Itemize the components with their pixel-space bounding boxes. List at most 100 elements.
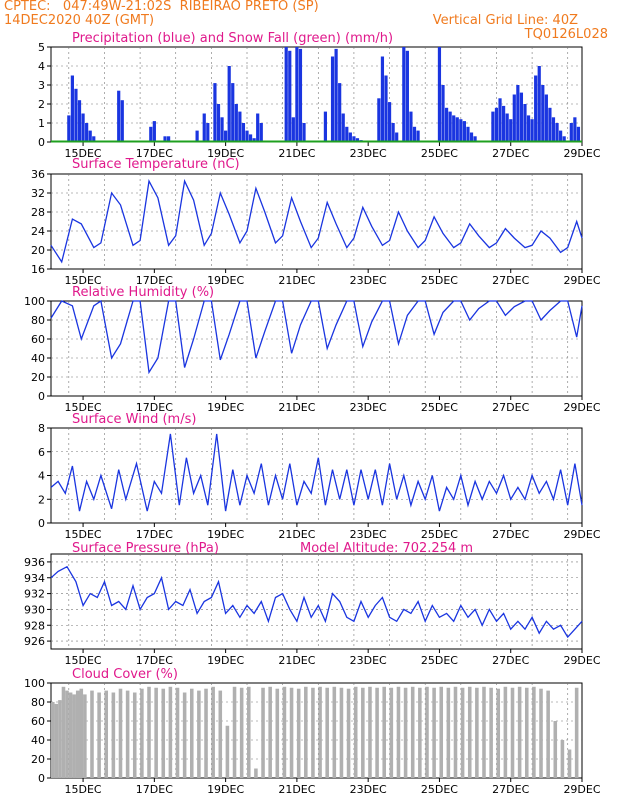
precip-bar [437, 47, 442, 142]
cloud-cover-bar [546, 690, 550, 778]
precip-bar [416, 130, 420, 142]
precip-bar [338, 83, 342, 142]
y-tick-label: 24 [31, 225, 45, 238]
x-tick-label: 25DEC [421, 654, 458, 667]
x-tick-label: 25DEC [421, 783, 458, 796]
y-tick-label: 8 [38, 422, 45, 435]
cloud-cover-bar [425, 686, 429, 778]
cloud-cover-bar [140, 688, 144, 778]
cloud-cover-bar [524, 687, 529, 778]
x-tick-label: 19DEC [207, 528, 244, 541]
cloud-cover-bar [90, 690, 94, 778]
cloud-cover-bar [111, 692, 116, 778]
cloud-cover-bar [104, 690, 109, 778]
x-tick-label: 15DEC [65, 654, 102, 667]
y-tick-label: 932 [24, 588, 45, 601]
precip-bar [341, 113, 345, 142]
cloud-cover-bar [97, 692, 101, 778]
precip-bar [234, 104, 238, 142]
x-tick-label: 23DEC [350, 274, 387, 287]
precip-bar [534, 75, 538, 142]
cloud-cover-bar [432, 687, 436, 778]
precip-bar [220, 117, 224, 142]
cloud-cover-bar [304, 686, 308, 778]
cloud-cover-bar [282, 686, 287, 778]
cloud-cover-bar [532, 686, 536, 778]
x-tick-label: 29DEC [563, 528, 600, 541]
precip-bar [569, 123, 573, 142]
cloud-cover-bar [54, 703, 59, 778]
precip-bar [501, 105, 506, 142]
precip-bar [206, 123, 210, 142]
cloud-cover-bar [503, 686, 508, 778]
precip-bar [291, 117, 295, 142]
precip-bar [238, 111, 242, 142]
panel-title: Surface Wind (m/s) [72, 412, 196, 427]
precip-bar [380, 56, 385, 142]
cloud-cover-bar [225, 725, 230, 778]
cloud-cover-bar [553, 721, 558, 778]
precip-bar [120, 100, 124, 142]
cloud-cover-bar [361, 687, 365, 778]
cloud-cover-bar [489, 687, 493, 778]
cloud-cover-bar [83, 694, 87, 778]
cloud-cover-bar [254, 768, 258, 778]
cloud-cover-bar [79, 688, 84, 778]
y-tick-label: 40 [31, 352, 45, 365]
x-tick-label: 27DEC [492, 528, 529, 541]
x-tick-label: 19DEC [207, 147, 244, 160]
precip-bar [224, 130, 228, 142]
precip-bar [573, 117, 577, 142]
x-tick-label: 23DEC [350, 654, 387, 667]
precip-bar [248, 134, 253, 142]
cloud-cover-bar [368, 686, 372, 778]
x-tick-label: 25DEC [421, 528, 458, 541]
x-tick-label: 27DEC [492, 274, 529, 287]
cloud-cover-bar [68, 692, 73, 778]
precip-bar [459, 119, 463, 142]
cloud-cover-bar [510, 687, 515, 778]
cloud-cover-bar [311, 687, 315, 778]
y-tick-label: 0 [38, 517, 45, 530]
wind-line [50, 433, 583, 512]
precip-bar [498, 98, 502, 142]
precip-bar [391, 123, 395, 142]
x-tick-label: 29DEC [563, 654, 600, 667]
precip-bar [245, 130, 249, 142]
precip-bar [551, 117, 556, 142]
x-tick-label: 21DEC [278, 401, 315, 414]
x-tick-label: 15DEC [65, 274, 102, 287]
cloud-cover-bar [482, 686, 486, 778]
precip-bar [516, 85, 520, 142]
precip-bar [149, 126, 153, 142]
precip-bar [77, 100, 82, 142]
y-tick-label: 930 [24, 603, 45, 616]
panel-title: Cloud Cover (%) [72, 667, 178, 682]
y-tick-label: 6 [38, 446, 45, 459]
cloud-cover-bar [375, 687, 379, 778]
cloud-cover-bar [396, 686, 401, 778]
x-tick-label: 23DEC [350, 147, 387, 160]
y-tick-label: 40 [31, 734, 45, 747]
panel-frame [50, 682, 583, 779]
precip-bar [298, 48, 303, 142]
x-tick-label: 17DEC [136, 274, 173, 287]
precip-bar [241, 123, 246, 142]
y-tick-label: 0 [38, 390, 45, 403]
y-tick-label: 1 [38, 117, 45, 130]
x-tick-label: 21DEC [278, 528, 315, 541]
cloud-cover-bar [382, 686, 386, 778]
y-tick-label: 20 [31, 371, 45, 384]
x-tick-label: 15DEC [65, 783, 102, 796]
precip-bar [284, 47, 288, 142]
precip-bar [231, 83, 235, 142]
panel-frame [50, 553, 583, 650]
precip-bar [512, 94, 516, 142]
cloud-cover-bar [403, 687, 408, 778]
cloud-cover-bar [154, 687, 158, 778]
panel-annotation: Model Altitude: 702.254 m [300, 541, 473, 556]
precip-bar [345, 126, 349, 142]
header-model-code: TQ0126L028 [524, 27, 608, 42]
x-tick-label: 17DEC [136, 401, 173, 414]
cloud-cover-bar [58, 700, 62, 778]
